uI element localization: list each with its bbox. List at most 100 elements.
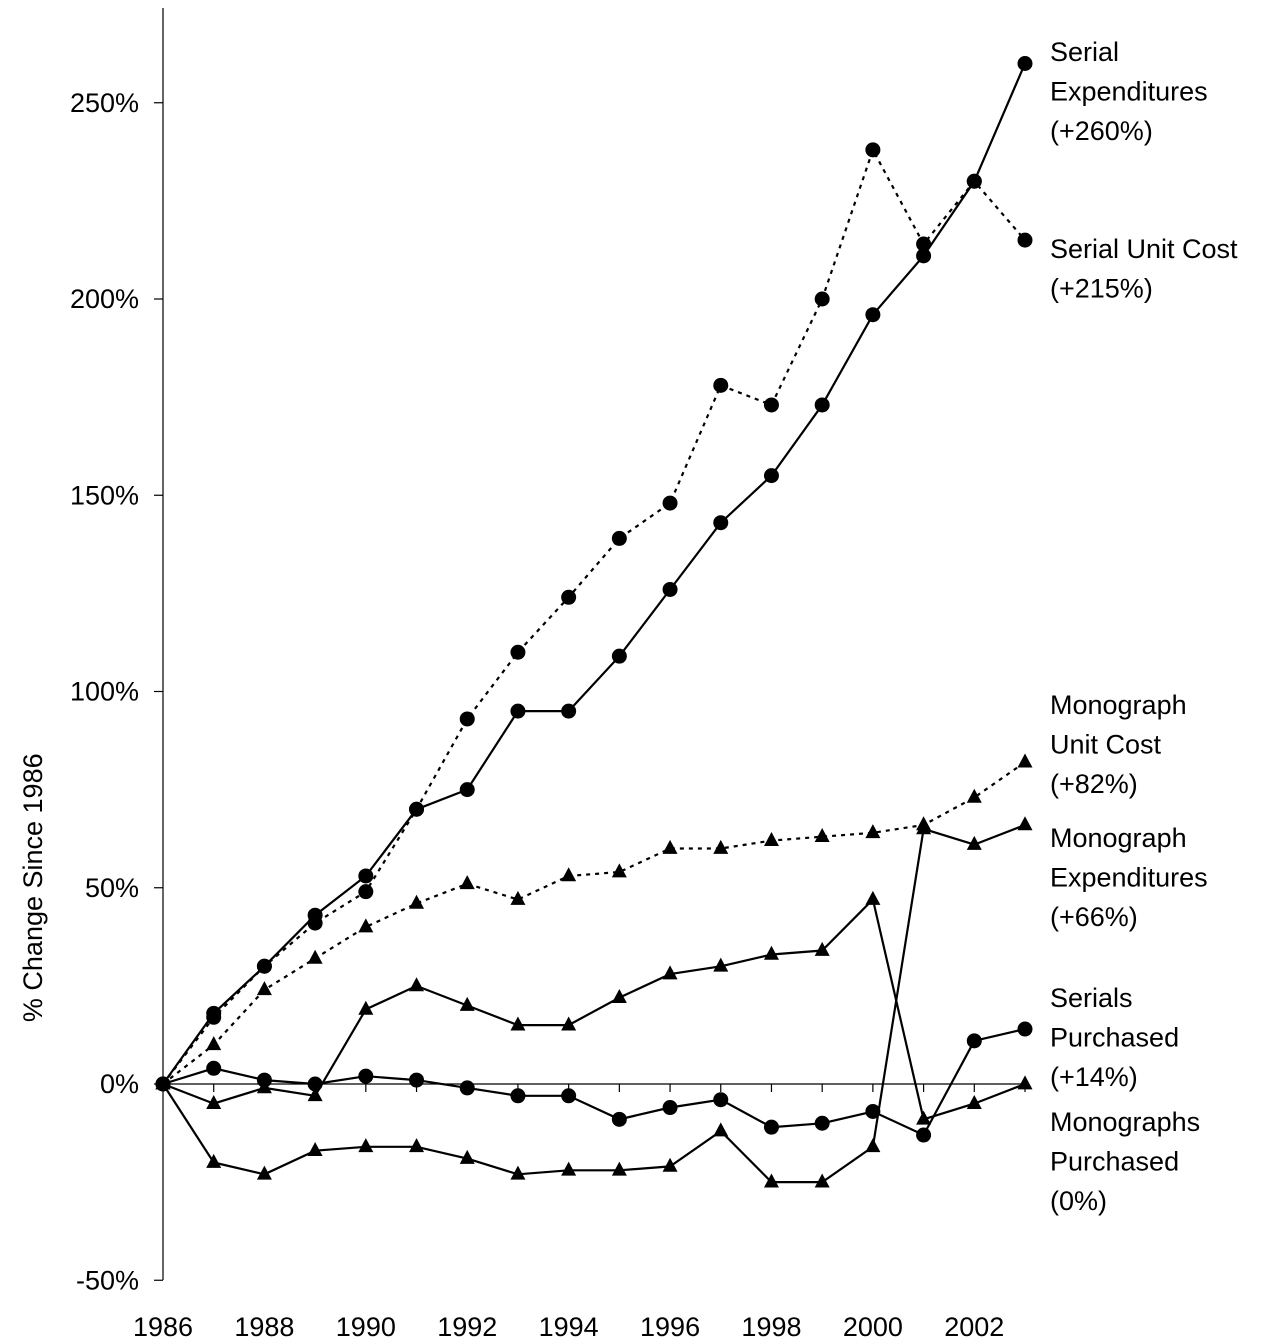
series-label-line: Expenditures <box>1050 863 1208 893</box>
data-point-circle <box>206 1009 222 1025</box>
data-point-circle <box>1017 56 1033 71</box>
data-point-circle <box>510 1088 526 1104</box>
data-point-triangle <box>206 1153 222 1168</box>
data-point-circle <box>510 703 526 719</box>
y-tick-label: 0% <box>100 1069 139 1099</box>
series-label-line: Purchased <box>1050 1023 1179 1053</box>
x-ticks: 1986 1988 1990 1992 1994 1996 1998 2000 2002 <box>133 1084 1026 1342</box>
data-point-triangle <box>256 981 272 996</box>
data-point-triangle <box>713 957 729 972</box>
data-point-circle <box>459 782 475 798</box>
series-label-line: Monograph <box>1050 690 1187 720</box>
data-point-circle <box>561 589 577 605</box>
data-point-triangle <box>713 839 729 854</box>
data-point-triangle <box>966 1094 982 1109</box>
data-point-triangle <box>256 1079 272 1094</box>
x-tick-label: 1990 <box>336 1312 396 1342</box>
x-tick-label: 1998 <box>741 1312 801 1342</box>
x-tick-label: 1986 <box>133 1312 193 1342</box>
y-tick-label: 50% <box>85 873 139 903</box>
data-point-circle <box>459 711 475 727</box>
y-ticks: 250% 200% 150% 100% 50% 0% -50% <box>70 88 163 1295</box>
series-6 <box>155 890 1033 1125</box>
data-point-triangle <box>763 945 779 960</box>
x-tick-label: 2002 <box>944 1312 1004 1342</box>
data-point-triangle <box>409 977 425 992</box>
data-point-triangle <box>662 839 678 854</box>
data-point-circle <box>662 581 678 597</box>
series-labels: Serial Expenditures (+260%) Serial Unit Cos… <box>1050 37 1238 1216</box>
series-label-line: (+260%) <box>1050 116 1153 146</box>
data-point-triangle <box>763 1173 779 1188</box>
data-point-triangle <box>561 1161 577 1176</box>
y-tick-label: 200% <box>70 284 139 314</box>
series-label-line: (+14%) <box>1050 1062 1138 1092</box>
data-point-circle <box>916 1127 932 1143</box>
series-label-line: (+66%) <box>1050 902 1138 932</box>
series-label-line: Expenditures <box>1050 77 1208 107</box>
y-tick-label: 100% <box>70 677 139 707</box>
series-label-line: Purchased <box>1050 1147 1179 1177</box>
data-point-triangle <box>206 1094 222 1109</box>
data-point-triangle <box>256 1165 272 1180</box>
x-tick-label: 1996 <box>640 1312 700 1342</box>
data-point-triangle <box>510 1016 526 1031</box>
series-line <box>162 761 1026 1085</box>
data-point-triangle <box>358 918 374 933</box>
data-point-triangle <box>1017 1075 1033 1090</box>
data-point-circle <box>206 1060 222 1076</box>
data-point-triangle <box>662 1157 678 1172</box>
data-point-triangle <box>763 831 779 846</box>
x-tick-label: 1992 <box>437 1312 497 1342</box>
data-point-circle <box>409 801 425 817</box>
data-point-circle <box>358 1068 374 1084</box>
data-point-triangle <box>409 1138 425 1153</box>
data-point-circle <box>611 648 627 664</box>
data-point-triangle <box>307 1087 323 1102</box>
data-point-triangle <box>611 988 627 1003</box>
y-tick-label: -50% <box>76 1265 139 1295</box>
data-point-circle <box>865 142 881 158</box>
axes <box>162 8 1025 1280</box>
data-point-triangle <box>865 1138 881 1153</box>
y-tick-label: 150% <box>70 480 139 510</box>
series-label: Serials Purchased (+14%) <box>1050 983 1179 1092</box>
data-point-triangle <box>307 1142 323 1157</box>
data-point-triangle <box>358 1138 374 1153</box>
data-point-circle <box>966 173 982 189</box>
series-line <box>162 63 1027 1085</box>
series-label-line: (+82%) <box>1050 769 1138 799</box>
data-point-circle <box>865 307 881 323</box>
data-point-circle <box>307 915 323 931</box>
data-point-triangle <box>814 941 830 956</box>
data-point-circle <box>763 397 779 413</box>
series-label-line: Monographs <box>1050 1107 1200 1137</box>
data-point-triangle <box>510 1165 526 1180</box>
data-point-triangle <box>409 894 425 909</box>
data-point-circle <box>358 884 374 900</box>
data-point-triangle <box>307 949 323 964</box>
series-label-line: Serial Unit Cost <box>1050 234 1238 264</box>
data-point-triangle <box>662 965 678 980</box>
series-label-line: (+215%) <box>1050 274 1153 304</box>
data-point-triangle <box>358 1000 374 1015</box>
data-point-triangle <box>510 890 526 905</box>
series-3 <box>155 753 1033 1090</box>
data-point-triangle <box>611 863 627 878</box>
data-point-triangle <box>814 1173 830 1188</box>
data-point-circle <box>916 248 932 264</box>
data-point-triangle <box>916 820 932 835</box>
series-label: Monograph Unit Cost (+82%) <box>1050 690 1187 799</box>
y-axis-title: % Change Since 1986 <box>18 753 48 1022</box>
data-point-triangle <box>561 1016 577 1031</box>
data-point-circle <box>611 530 627 546</box>
data-point-triangle <box>561 867 577 882</box>
data-point-circle <box>510 644 526 660</box>
series-1 <box>155 56 1033 1092</box>
series-label: Serial Expenditures (+260%) <box>1050 37 1208 146</box>
series-line <box>162 897 1026 1121</box>
data-point-triangle <box>1017 816 1033 831</box>
data-point-triangle <box>966 788 982 803</box>
data-point-circle <box>256 958 272 974</box>
